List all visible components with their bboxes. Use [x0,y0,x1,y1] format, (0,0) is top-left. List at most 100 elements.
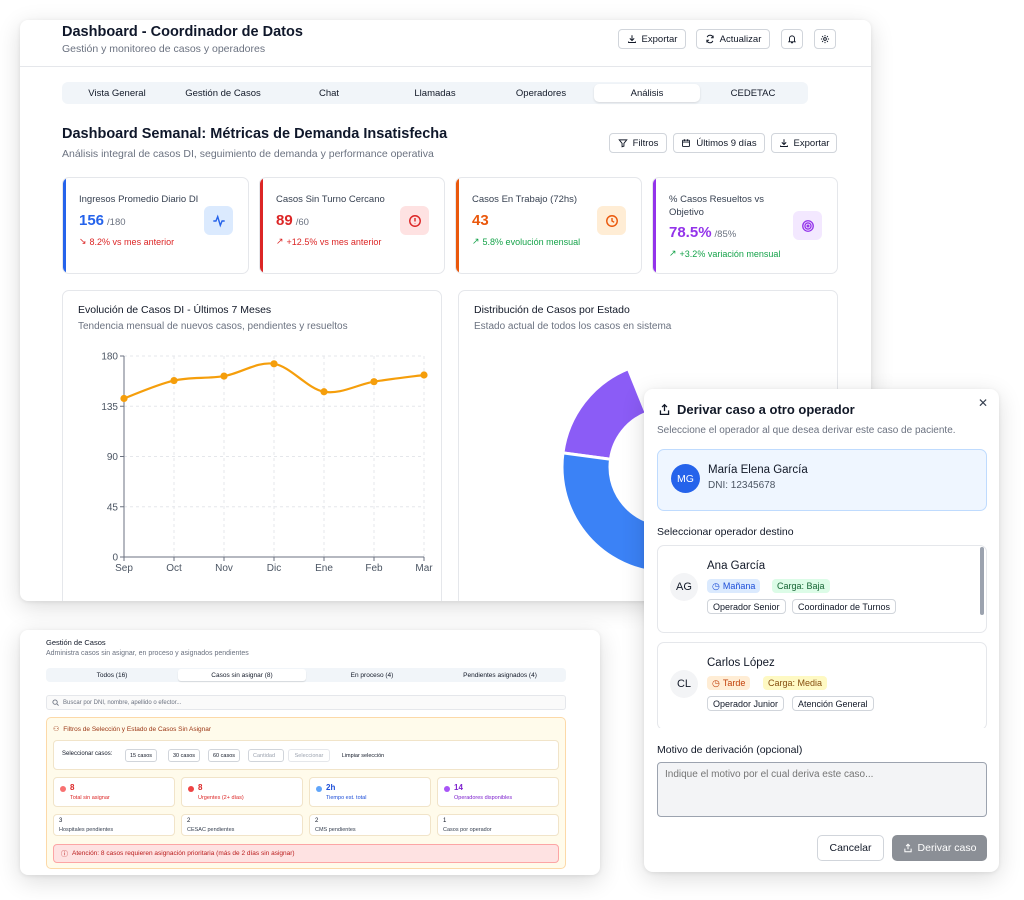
y-tick-label: 0 [112,553,118,564]
data-point[interactable] [370,378,378,386]
kpi-trend: ↗ 5.8% evolución mensual [472,236,581,247]
x-tick-label: Dic [267,563,281,574]
x-tick-label: Oct [166,563,182,574]
users-icon: ⚇ [53,726,60,733]
operator-list-scrollbar[interactable] [980,547,984,615]
derive-case-button[interactable]: Derivar caso [892,835,987,861]
y-tick-label: 180 [101,352,118,363]
tab-analisis[interactable]: Análisis [594,84,700,102]
shift-badge: ◷ Mañana [707,579,761,593]
modal-subtitle: Seleccione el operador al que desea deri… [657,425,956,436]
date-range-button[interactable]: Últimos 9 días [673,133,765,153]
export-label: Exportar [641,33,678,45]
bell-icon [787,35,797,44]
filters-label: Filtros [632,137,659,149]
tab-operadores[interactable]: Operadores [515,87,567,99]
clear-selection-button[interactable]: Limpiar selección [341,752,385,759]
section-subtitle: Análisis integral de casos DI, seguimien… [62,148,434,160]
refresh-button[interactable]: Actualizar [696,29,770,49]
quantity-input[interactable]: Cantidad [248,749,284,762]
kpi-card-en-trabajo: Casos En Trabajo (72hs) 43 ↗ 5.8% evoluci… [455,177,642,274]
y-tick-label: 135 [101,402,118,413]
refresh-label: Actualizar [719,33,762,45]
donut-chart-title: Distribución de Casos por Estado [474,304,630,316]
donut-slice[interactable] [561,366,649,461]
kpi-trend: ↗ +3.2% variación mensual [669,248,781,259]
kpi-value: 78.5%/85% [669,224,737,241]
kpi-trend: ↘ 8.2% vs mes anterior [79,236,175,247]
role-tag: Operador Senior [707,599,786,614]
alert-icon [188,786,194,792]
chip-15-casos[interactable]: 15 casos [125,749,157,762]
file-icon [60,786,66,792]
data-point[interactable] [320,388,328,396]
chip-60-casos[interactable]: 60 casos [208,749,240,762]
close-icon[interactable]: ✕ [977,396,989,410]
stat-hospitales: 3 Hospitales pendientes [53,814,175,836]
patient-card: MG María Elena García DNI: 12345678 [657,449,987,511]
case-search-input[interactable]: Buscar por DNI, nombre, apellido o efect… [46,695,566,710]
calendar-icon [682,139,691,147]
reason-textarea[interactable] [657,762,987,817]
tab-sin-asignar[interactable]: Casos sin asignar (8) [178,669,306,681]
modal-title: Derivar caso a otro operador [658,402,855,417]
alert-circle-icon [400,206,429,235]
case-management-window: Gestión de Casos Administra casos sin as… [20,630,600,875]
selection-row: Seleccionar casos: 15 casos 30 casos 60 … [53,740,559,770]
avatar: MG [671,464,700,493]
line-chart-title: Evolución de Casos DI - Últimos 7 Meses [78,304,272,316]
select-button[interactable]: Seleccionar [288,749,330,762]
filters-button[interactable]: Filtros [609,133,667,153]
tab-gestion-casos[interactable]: Gestión de Casos [185,87,261,99]
data-point[interactable] [270,360,278,368]
clock-icon [597,206,626,235]
select-operator-label: Seleccionar operador destino [657,526,794,538]
search-icon [52,699,59,706]
settings-button[interactable] [814,29,836,49]
dot-icon [444,786,450,792]
trend-up-icon: ↗ [669,248,677,258]
tab-todos[interactable]: Todos (16) [96,671,128,679]
kpi-card-sin-turno: Casos Sin Turno Cercano 89/60 ↗ +12.5% vs… [259,177,445,274]
tab-cedetac[interactable]: CEDETAC [730,87,776,99]
data-point[interactable] [420,371,428,379]
operator-card-ana-garcia[interactable]: AG Ana García ◷ Mañana Carga: Baja Operad… [657,545,987,633]
kpi-label: Ingresos Promedio Diario DI [79,194,199,205]
chip-30-casos[interactable]: 30 casos [168,749,200,762]
data-point[interactable] [220,372,228,380]
tab-chat[interactable]: Chat [318,87,340,99]
operator-list: AG Ana García ◷ Mañana Carga: Baja Operad… [657,545,987,728]
line-chart: 0 45 90 135 180 Sep Oct Nov Dic Ene Feb Mar [101,352,433,575]
notifications-button[interactable] [781,29,803,49]
section-export-label: Exportar [793,137,830,149]
cancel-button[interactable]: Cancelar [817,835,884,861]
main-tabs: Vista General Gestión de Casos Chat Llam… [62,82,808,104]
tab-vista-general[interactable]: Vista General [88,87,146,99]
kpi-label: Casos Sin Turno Cercano [276,194,385,205]
case-management-title: Gestión de Casos [46,638,106,647]
page-subtitle: Gestión y monitoreo de casos y operadore… [62,43,266,55]
filters-box-title: ⚇ Filtros de Selección y Estado de Casos… [53,725,212,734]
tab-pendientes[interactable]: Pendientes asignados (4) [463,671,537,679]
operator-card-carlos-lopez[interactable]: CL Carlos López ◷ Tarde Carga: Media Oper… [657,642,987,728]
tab-llamadas[interactable]: Llamadas [414,87,456,99]
kpi-value: 43 [472,212,489,229]
section-title: Dashboard Semanal: Métricas de Demanda I… [62,126,448,142]
export-button[interactable]: Exportar [618,29,686,49]
kpi-trend: ↗ +12.5% vs mes anterior [276,236,382,247]
refresh-icon [706,34,714,44]
donut-slice[interactable] [560,451,659,573]
section-export-button[interactable]: Exportar [771,133,837,153]
x-tick-label: Sep [115,563,133,574]
case-management-subtitle: Administra casos sin asignar, en proceso… [46,650,249,657]
data-point[interactable] [120,394,128,403]
share-icon [903,843,912,853]
tab-en-proceso[interactable]: En proceso (4) [350,671,394,679]
operator-name: Carlos López [707,657,775,669]
donut-chart-subtitle: Estado actual de todos los casos en sist… [474,321,672,332]
download-icon [627,35,636,43]
download-icon [779,139,788,147]
data-point[interactable] [170,376,178,385]
kpi-card-resueltos: % Casos Resueltos vs Objetivo 78.5%/85% … [652,177,838,274]
gear-icon [820,34,830,44]
